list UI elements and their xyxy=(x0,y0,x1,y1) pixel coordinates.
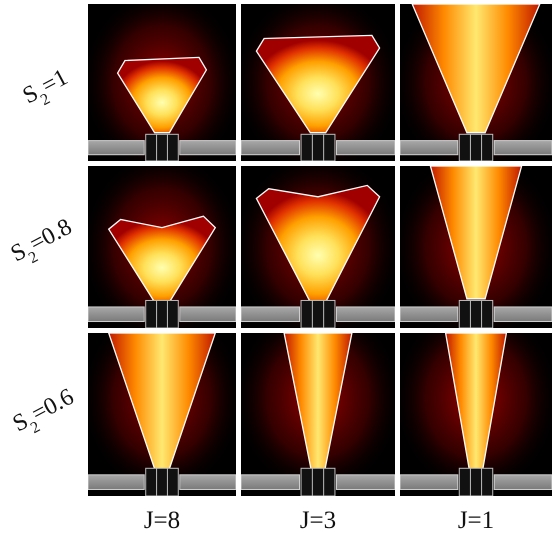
burner-plate-left xyxy=(400,474,459,490)
burner-nozzle xyxy=(145,133,179,161)
flame-panel-r1-c1 xyxy=(88,4,236,161)
flame-body xyxy=(256,35,380,133)
burner-plate-right xyxy=(493,474,552,490)
burner-nozzle xyxy=(458,467,494,496)
flame-body xyxy=(108,216,216,303)
burner-plate-right xyxy=(335,140,395,156)
burner-plate-left xyxy=(88,474,145,490)
flame-panel-r1-c2 xyxy=(241,4,395,161)
burner-plate-right xyxy=(179,306,236,323)
burner-plate-right xyxy=(179,140,236,156)
flame-body xyxy=(256,185,380,303)
column-label-j8: J=8 xyxy=(144,507,180,534)
flame-contour xyxy=(411,4,541,134)
burner-nozzle xyxy=(300,133,336,161)
row-labels: S2=1 S2=0.8 S2=0.6 xyxy=(7,64,82,443)
burner-nozzle xyxy=(300,467,336,496)
flame-panel-r2-c1 xyxy=(88,166,236,328)
flame-body xyxy=(430,166,522,299)
burner-plate-right xyxy=(179,474,236,490)
flame-contour xyxy=(429,166,523,300)
flame-panel-r3-c2 xyxy=(241,333,395,496)
flame-panel-r3-c3 xyxy=(400,333,552,496)
flame-body xyxy=(412,4,540,133)
flame-body xyxy=(284,333,352,474)
burner-plate-right xyxy=(493,306,552,323)
burner-nozzle xyxy=(458,299,494,328)
row-label-s2-1: S2=1 xyxy=(19,64,76,115)
flame-panel-r1-c3 xyxy=(400,4,552,161)
burner-plate-left xyxy=(241,474,301,490)
flame-body xyxy=(445,333,507,474)
flame-panel-r2-c2 xyxy=(241,166,395,328)
burner-plate-left xyxy=(241,140,301,156)
flame-contour xyxy=(255,34,381,134)
row-label-s2-0.8: S2=0.8 xyxy=(7,214,80,273)
column-labels: J=8 J=3 J=1 xyxy=(144,507,494,534)
burner-plate-right xyxy=(493,140,552,156)
flame-contour xyxy=(255,184,381,303)
column-label-j3: J=3 xyxy=(300,507,336,534)
row-label-s2-0.6: S2=0.6 xyxy=(9,384,82,443)
column-label-j1: J=1 xyxy=(458,507,494,534)
burner-plate-left xyxy=(88,306,145,323)
flame-body xyxy=(117,57,207,133)
burner-plate-left xyxy=(400,306,459,323)
flame-contour xyxy=(116,56,208,134)
burner-nozzle xyxy=(300,299,336,328)
flame-panel-r2-c3 xyxy=(400,166,552,328)
burner-plate-right xyxy=(335,306,395,323)
burner-nozzle xyxy=(458,133,494,161)
flame-panel-r3-c1 xyxy=(88,333,236,496)
flame-panels xyxy=(88,4,552,496)
burner-plate-right xyxy=(335,474,395,490)
burner-nozzle xyxy=(145,467,179,496)
burner-plate-left xyxy=(88,140,145,156)
burner-nozzle xyxy=(145,299,179,328)
flame-contour xyxy=(107,215,217,303)
flame-body xyxy=(108,333,216,474)
burner-plate-left xyxy=(400,140,459,156)
burner-plate-left xyxy=(241,306,301,323)
